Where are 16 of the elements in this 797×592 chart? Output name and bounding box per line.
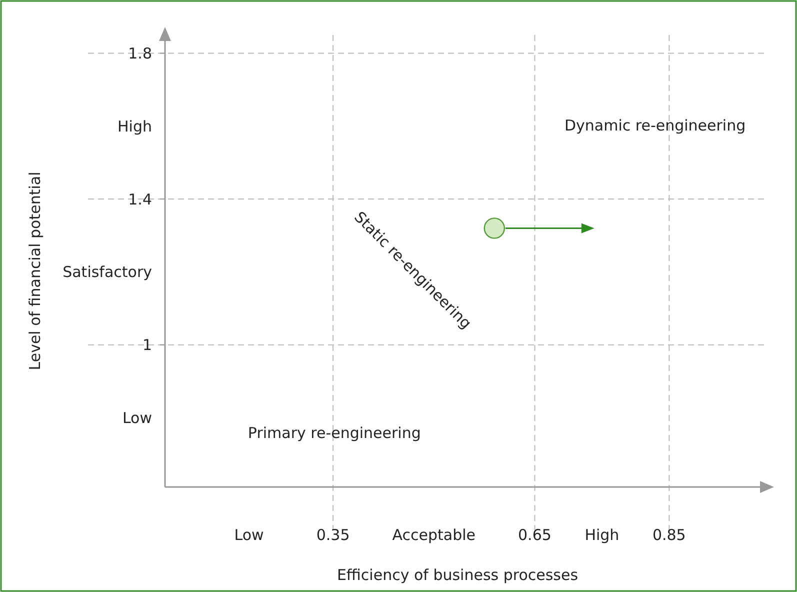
y-tick-label: High: [118, 117, 152, 136]
annotation: Primary re-engineering: [248, 424, 421, 442]
y-axis-title: Level of financial potential: [26, 172, 44, 370]
y-tick-label: 1.8: [128, 44, 152, 62]
x-tick-label: High: [584, 526, 620, 544]
x-tick-label: 0.65: [518, 526, 552, 544]
x-tick-label: 0.35: [316, 526, 350, 544]
x-tick-label: 0.85: [652, 526, 686, 544]
x-axis-title: Efficiency of business processes: [336, 566, 578, 584]
y-tick-label: Satisfactory: [62, 263, 152, 282]
y-tick-label: 1.4: [128, 190, 152, 208]
annotation: Dynamic re-engineering: [564, 116, 746, 135]
y-tick-label: Low: [122, 408, 152, 427]
y-tick-label: 1: [142, 336, 152, 354]
x-tick-label: Low: [234, 526, 264, 544]
x-tick-label: Acceptable: [392, 526, 476, 544]
